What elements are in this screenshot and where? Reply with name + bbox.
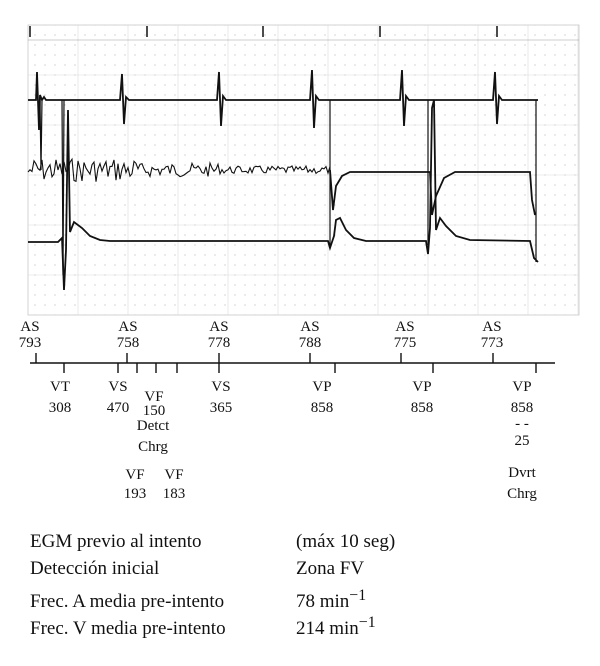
atrial-marker-label: AS bbox=[118, 319, 137, 335]
ventricular-egm-trace bbox=[329, 169, 536, 216]
summary-key: EGM previo al intento bbox=[30, 531, 202, 552]
ventricular-marker-label: VS bbox=[211, 379, 230, 395]
vf-annotation-value: 193 bbox=[124, 486, 147, 502]
vf-annotation-label: VF bbox=[164, 467, 183, 483]
atrial-marker-label: AS bbox=[209, 319, 228, 335]
summary-value: (máx 10 seg) bbox=[296, 531, 396, 552]
divert-annotation: Dvrt bbox=[508, 465, 536, 481]
dash-annotation: - - bbox=[515, 416, 529, 432]
summary-key: Detección inicial bbox=[30, 558, 160, 579]
atrial-marker-value: 773 bbox=[481, 335, 504, 351]
detect-annotation: Detct bbox=[137, 418, 170, 434]
summary-value: 214 min bbox=[296, 618, 359, 640]
summary-key: Frec. A media pre-intento bbox=[30, 591, 225, 613]
atrial-marker-value: 775 bbox=[394, 335, 417, 351]
ventricular-marker-label: VP bbox=[412, 379, 431, 395]
ventricular-marker-value: 150 bbox=[143, 403, 166, 419]
atrial-marker-value: 788 bbox=[299, 335, 322, 351]
egm-grid bbox=[27, 24, 580, 316]
atrial-marker-label: AS bbox=[482, 319, 501, 335]
top-tick-marks bbox=[29, 26, 498, 37]
vf-annotation-value: 183 bbox=[163, 486, 186, 502]
shock-egm-trace bbox=[28, 99, 539, 291]
episode-summary: EGM previo al intento (máx 10 seg) Detecc… bbox=[30, 528, 590, 639]
marker-annotations: Detct Chrg VF 193 VF 183 - - 25 Dvrt Chr… bbox=[124, 416, 538, 502]
summary-key: Frec. V media pre-intento bbox=[30, 618, 226, 640]
ventricular-marker-label: VS bbox=[108, 379, 127, 395]
divert-charge-annotation: Chrg bbox=[507, 486, 537, 502]
unit-exponent: −1 bbox=[349, 587, 367, 604]
charge-annotation: Chrg bbox=[138, 439, 168, 455]
ventricular-marker-value: 470 bbox=[107, 400, 130, 416]
marker-timeline bbox=[30, 353, 555, 373]
summary-row: EGM previo al intento (máx 10 seg) bbox=[30, 528, 590, 555]
atrial-marker-label: AS bbox=[20, 319, 39, 335]
summary-row: Frec. V media pre-intento 214 min−1 bbox=[30, 609, 590, 639]
atrial-marker-label: AS bbox=[395, 319, 414, 335]
ventricular-markers: VT 308 VS 470 VF 150 VS 365 VP 858 VP 85… bbox=[49, 379, 534, 419]
divert-value: 25 bbox=[515, 433, 530, 449]
unit-exponent: −1 bbox=[358, 614, 376, 631]
ventricular-marker-label: VP bbox=[312, 379, 331, 395]
atrial-marker-value: 793 bbox=[19, 335, 42, 351]
atrial-marker-value: 778 bbox=[208, 335, 231, 351]
ventricular-marker-value: 858 bbox=[311, 400, 334, 416]
ventricular-marker-label: VF bbox=[144, 389, 163, 405]
summary-value: Zona FV bbox=[296, 558, 365, 579]
summary-row: Frec. A media pre-intento 78 min−1 bbox=[30, 582, 590, 612]
ventricular-marker-label: VT bbox=[50, 379, 70, 395]
atrial-egm-trace bbox=[28, 69, 538, 131]
vf-annotation-label: VF bbox=[125, 467, 144, 483]
ventricular-marker-value: 308 bbox=[49, 400, 72, 416]
atrial-markers: AS 793 AS 758 AS 778 AS 788 AS 775 AS 77… bbox=[19, 319, 504, 351]
ventricular-marker-value: 365 bbox=[210, 400, 233, 416]
atrial-marker-label: AS bbox=[300, 319, 319, 335]
ventricular-marker-value: 858 bbox=[411, 400, 434, 416]
ventricular-noise-trace bbox=[27, 157, 331, 183]
ventricular-marker-value: 858 bbox=[511, 400, 534, 416]
ventricular-marker-label: VP bbox=[512, 379, 531, 395]
summary-value: 78 min bbox=[296, 591, 350, 613]
atrial-marker-value: 758 bbox=[117, 335, 140, 351]
summary-row: Detección inicial Zona FV bbox=[30, 555, 590, 582]
